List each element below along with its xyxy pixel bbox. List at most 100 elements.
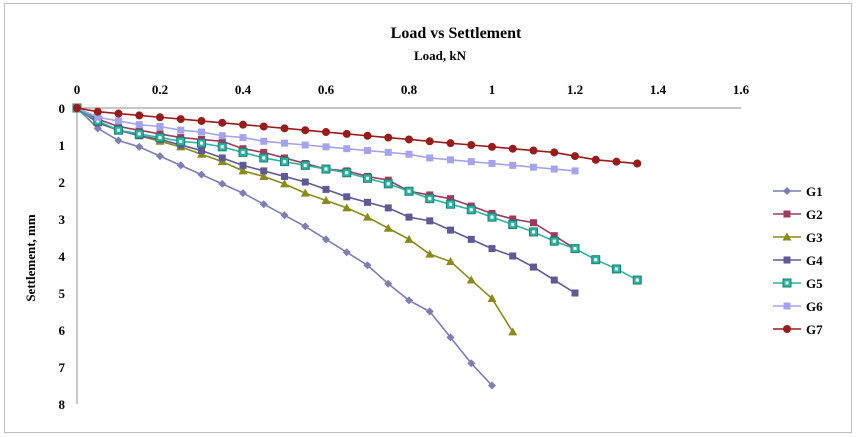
data-point-g6: [426, 154, 434, 162]
data-point-g2: [530, 219, 537, 227]
series-g7: [73, 104, 642, 168]
legend-marker: [783, 187, 791, 195]
series-g5: [72, 103, 642, 285]
data-point-g3: [342, 203, 352, 212]
data-point-g7: [446, 139, 455, 148]
legend: G1 G2 G3 G4 G5 G6 G7: [773, 184, 823, 337]
data-point-g7: [612, 157, 621, 166]
y-tick-label: 4: [59, 249, 66, 264]
series-line-g5: [76, 107, 638, 281]
data-point-g5: [262, 156, 266, 160]
x-tick-label: 0.8: [401, 82, 418, 97]
data-point-g4: [530, 263, 537, 271]
data-point-g7: [280, 124, 289, 133]
data-point-g4: [239, 161, 247, 169]
data-point-g7: [239, 120, 247, 129]
data-point-g6: [384, 148, 392, 156]
data-point-g5: [324, 167, 328, 171]
legend-label: G4: [806, 253, 823, 268]
data-point-g6: [322, 143, 330, 151]
data-point-g1: [384, 279, 393, 288]
data-point-g6: [488, 160, 496, 167]
data-point-g5: [573, 247, 577, 251]
data-point-g7: [114, 109, 123, 118]
data-point-g6: [447, 156, 454, 164]
data-point-g7: [301, 126, 310, 135]
data-point-g7: [135, 111, 144, 120]
legend-label: G6: [806, 299, 823, 314]
series-layer: [72, 103, 642, 390]
data-point-g1: [488, 381, 496, 390]
data-point-g5: [552, 239, 556, 243]
data-point-g7: [363, 131, 372, 140]
data-point-g1: [176, 161, 185, 170]
data-point-g7: [176, 115, 185, 124]
data-point-g3: [238, 166, 248, 175]
legend-marker: [782, 232, 792, 241]
data-point-g7: [384, 133, 393, 142]
y-tick-label: 6: [59, 323, 66, 338]
series-g6: [73, 104, 579, 175]
data-point-g7: [322, 128, 330, 137]
data-point-g3: [280, 179, 289, 188]
data-point-g4: [218, 154, 226, 162]
series-g1: [73, 104, 496, 390]
data-point-g6: [405, 150, 413, 158]
data-point-g7: [342, 129, 351, 138]
data-point-g4: [571, 289, 579, 297]
x-tick-label: 1.2: [567, 82, 583, 97]
y-tick-label: 2: [59, 175, 66, 190]
data-point-g5: [594, 258, 598, 262]
x-tick-label: 1.4: [650, 82, 667, 97]
data-point-g1: [405, 296, 413, 305]
data-point-g6: [115, 117, 122, 125]
data-point-g1: [239, 189, 247, 198]
data-point-g1: [301, 222, 310, 231]
data-point-g7: [550, 148, 559, 157]
data-point-g6: [364, 147, 371, 155]
data-point-g6: [281, 139, 288, 147]
y-tick-label: 1: [59, 138, 66, 153]
chart-frame: Load vs Settlement Load, kN Settlement, …: [4, 3, 852, 433]
data-point-g5: [366, 176, 369, 180]
data-point-g7: [259, 122, 268, 131]
y-tick-label: 8: [59, 397, 66, 412]
legend-item-g7: G7: [773, 322, 823, 337]
legend-item-g5: G5: [773, 276, 823, 291]
data-point-g5: [117, 128, 120, 132]
data-point-g1: [322, 235, 330, 244]
legend-label: G5: [806, 276, 823, 291]
data-point-g7: [93, 107, 102, 116]
data-point-g1: [93, 124, 102, 133]
data-point-g4: [509, 252, 517, 260]
data-point-g7: [633, 159, 642, 168]
data-point-g5: [96, 119, 100, 123]
data-point-g4: [198, 147, 205, 155]
data-point-g4: [301, 178, 309, 186]
data-point-g1: [114, 136, 123, 145]
data-point-g7: [156, 113, 164, 122]
data-point-g6: [260, 137, 268, 145]
data-point-g5: [220, 145, 224, 149]
data-point-g6: [550, 165, 558, 173]
data-point-g6: [530, 163, 537, 171]
x-tick-labels: 0 0.2 0.4 0.6 0.8 1 1.2 1.4 1.6: [74, 82, 750, 97]
data-point-g6: [135, 121, 143, 129]
data-point-g6: [156, 123, 164, 130]
data-point-g2: [447, 195, 454, 203]
data-point-g3: [508, 327, 518, 336]
data-point-g5: [200, 141, 203, 145]
data-point-g1: [280, 211, 289, 220]
data-point-g6: [301, 141, 309, 149]
y-tick-label: 5: [59, 286, 66, 301]
legend-item-g4: G4: [773, 253, 823, 268]
data-point-g6: [198, 128, 205, 136]
legend-item-g6: G6: [773, 299, 823, 314]
y-tick-label: 7: [59, 360, 66, 375]
data-point-g5: [449, 202, 452, 206]
data-point-g7: [591, 155, 600, 164]
data-point-g3: [321, 196, 331, 204]
data-point-g4: [426, 217, 434, 225]
data-point-g7: [571, 152, 579, 161]
data-point-g5: [137, 132, 141, 136]
